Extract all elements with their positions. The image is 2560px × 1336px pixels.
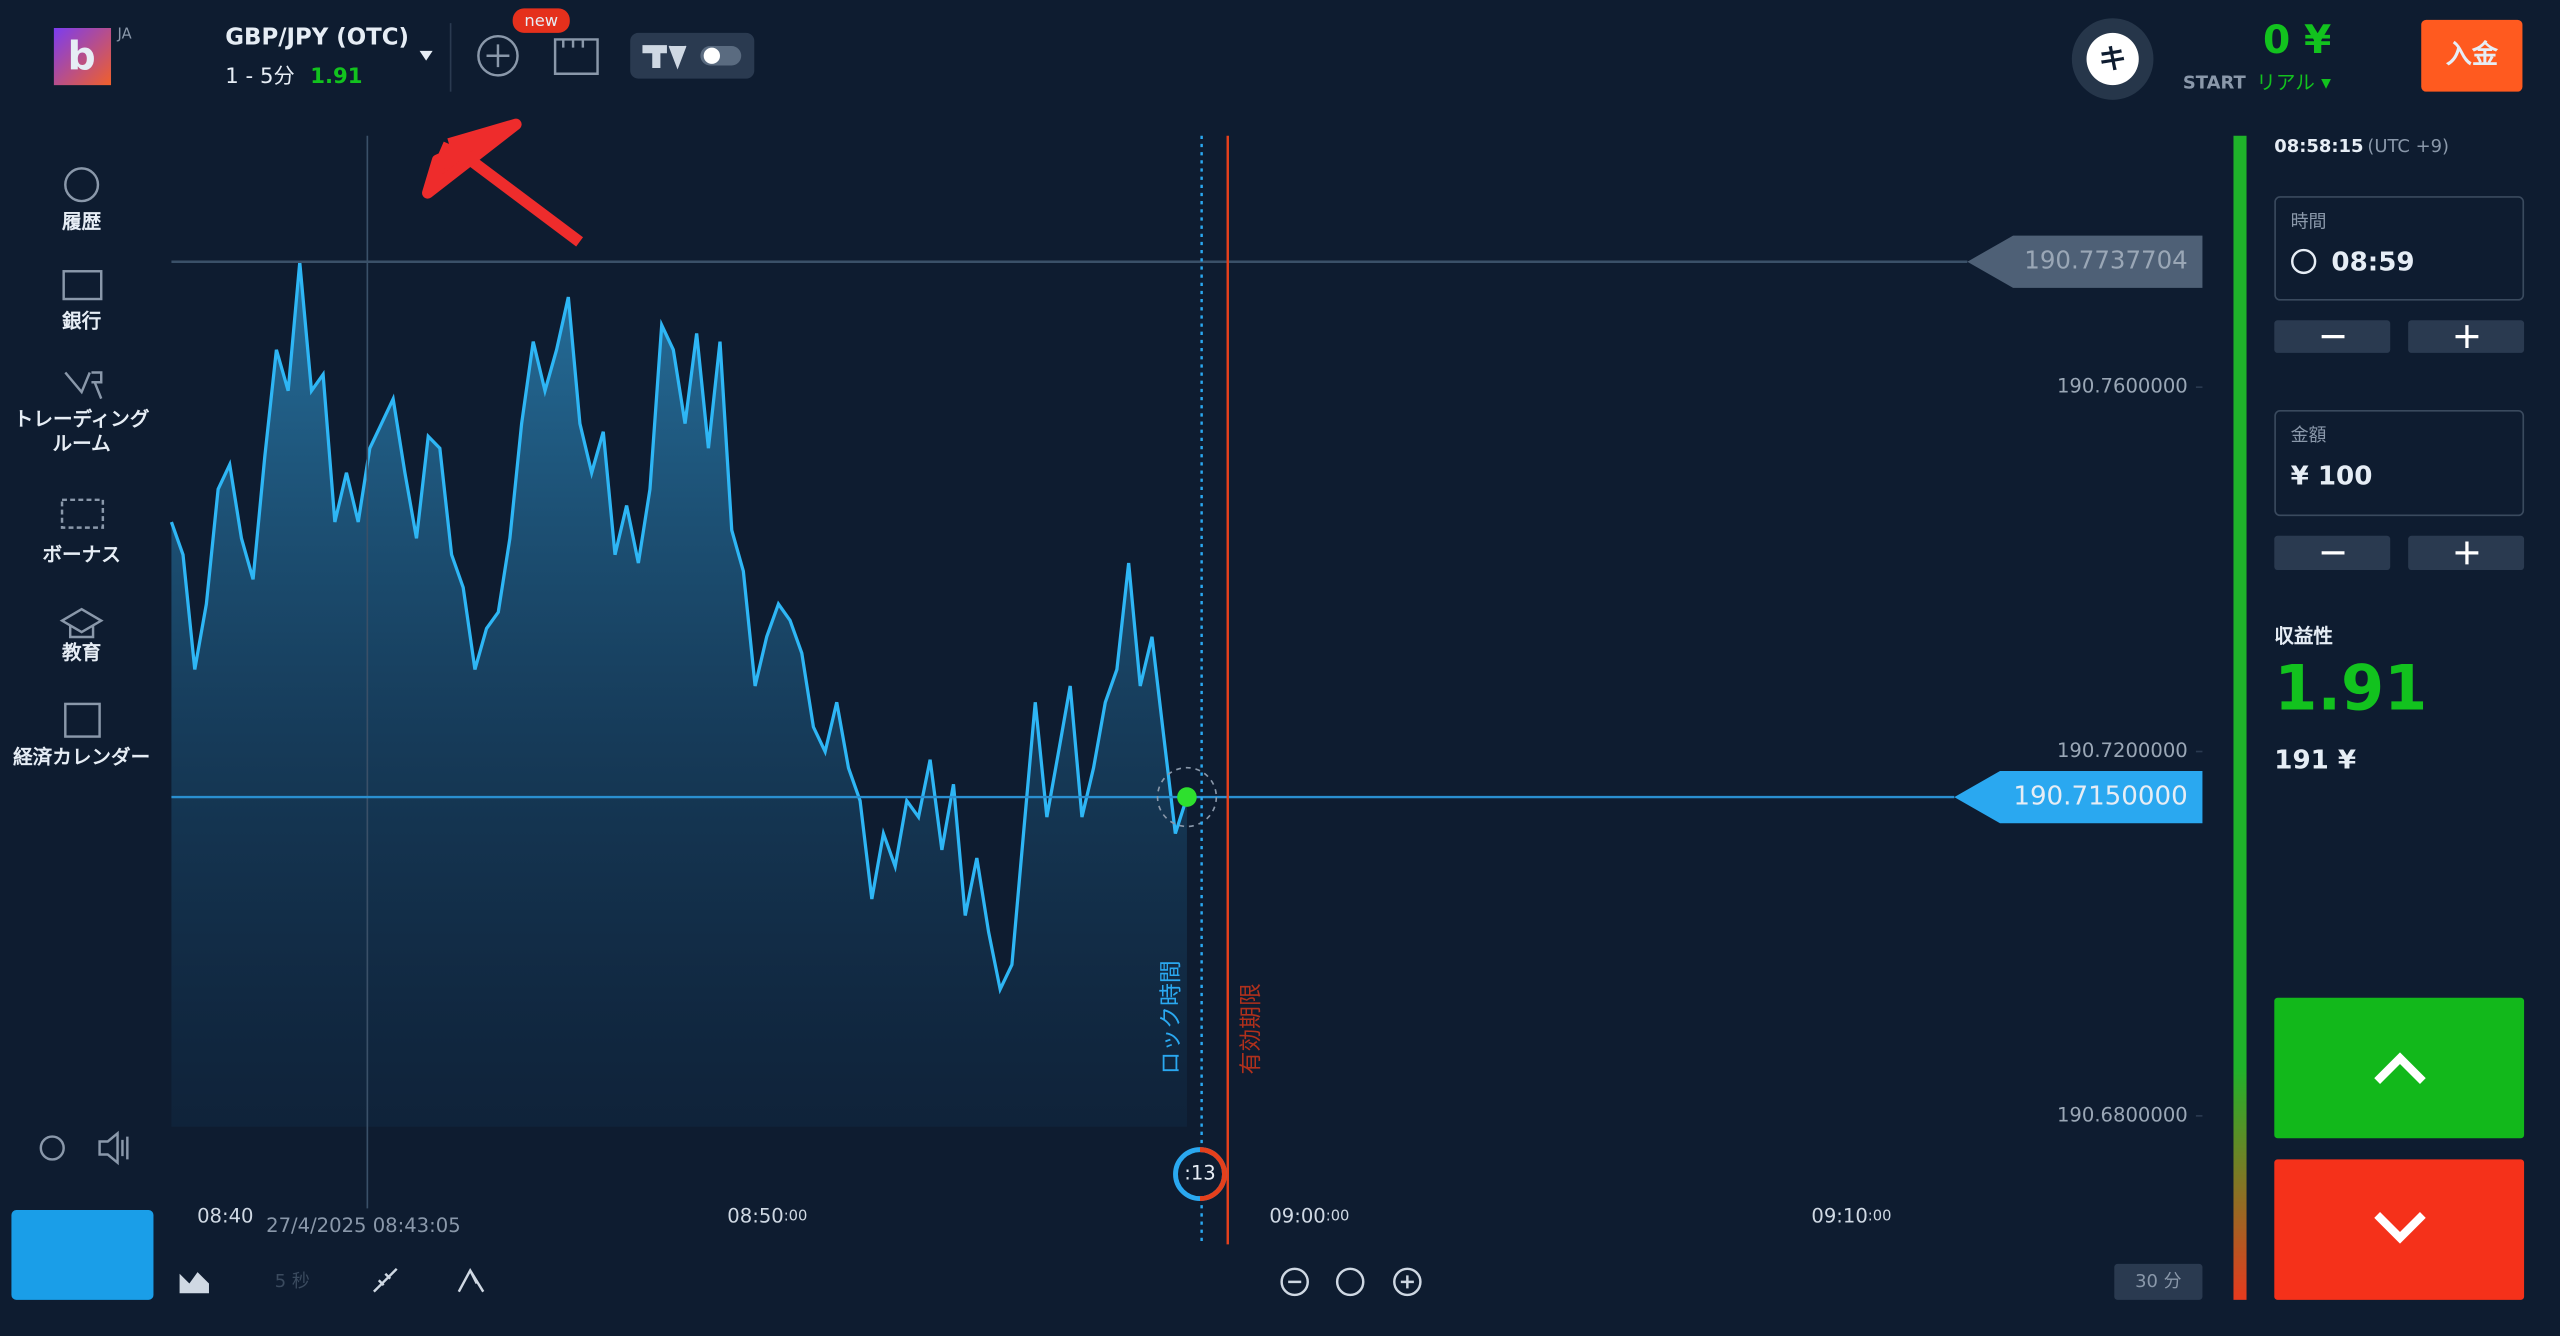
zoom-glyphs [1288,1275,1414,1289]
x-tick-hm: 08:50 [727,1204,783,1227]
interval[interactable]: 5 秒 [275,1271,310,1292]
sidebar-label[interactable]: 教育 [62,641,101,664]
amount-value: ¥ 100 [2291,461,2373,491]
x-tick-label: 09:00:00 [1269,1204,1349,1227]
calendar-icon[interactable] [64,702,101,738]
balance: 0 ¥ [2263,18,2331,63]
x-tick-label: 08:40 [197,1204,253,1227]
price-line [169,262,1189,995]
x-tick-hm: 09:00 [1269,1204,1325,1227]
y-tick-label: 190.6800000 [2057,1103,2188,1126]
x-tick-seconds: :00 [1868,1208,1892,1225]
chart-type-icon[interactable] [179,1272,209,1294]
lock-label: ロック時間 [1159,960,1185,1074]
trading-room-icon[interactable] [64,371,103,400]
toggle-knob [703,47,720,64]
clock: 08:58:15 [2274,136,2363,157]
up-chevron [2374,1052,2426,1084]
history-icon[interactable] [64,167,100,203]
zoom-box[interactable] [2114,1263,2203,1300]
avatar [2086,32,2139,86]
crosshair-label: 27/4/2025 08:43:05 [266,1214,461,1237]
dropdown-arrow[interactable] [419,50,433,61]
sidebar-label[interactable]: トレーディング [14,407,150,430]
deposit-button[interactable] [2421,19,2523,92]
account-type[interactable]: リアル ▾ [2256,71,2331,94]
avatar-text: キ [2099,43,2127,76]
sidebar-label[interactable]: 銀行 [62,309,102,332]
help-button[interactable] [11,1210,154,1300]
sentiment-bar [2233,135,2247,1300]
current-tag [1954,770,2203,824]
time-label: 時間 [2291,211,2327,232]
bonus-icon[interactable] [60,498,105,529]
timezone: (UTC +9) [2367,136,2449,157]
language[interactable]: JA [117,26,132,43]
price-area [171,262,1187,1127]
time-value: 08:59 [2331,248,2414,278]
current-label: 190.7150000 [2013,782,2187,812]
profit-rate: 1.91 [2274,652,2427,725]
amount-label: 金額 [2291,425,2327,446]
x-tick-hm: 09:10 [1811,1204,1867,1227]
clock-icon [2291,248,2317,275]
x-tick-hm: 08:40 [197,1204,253,1227]
stepper-glyphs [2321,325,2479,565]
countdown-arc [1199,1147,1227,1202]
zoom-out[interactable] [1280,1267,1309,1297]
duration: 1 - 5分 [225,64,294,89]
x-tick-seconds: :00 [1326,1208,1350,1225]
settings-icon[interactable] [39,1135,65,1161]
layout-icon[interactable] [553,38,599,75]
y-tick-label: 190.7600000 [2057,375,2188,398]
sidebar-label[interactable]: ボーナス [42,543,120,566]
tv-logo [642,45,687,70]
deposit-text[interactable]: 入金 [2446,39,2499,70]
profit-label: 収益性 [2274,624,2333,647]
sidebar-label[interactable]: 履歴 [62,210,102,233]
expiry-label: 有効期限 [1239,983,1265,1075]
payout: 1.91 [310,64,362,89]
current-ring [1156,766,1218,828]
zoom-in[interactable] [1393,1267,1422,1297]
sidebar-label[interactable]: ルーム [53,432,111,455]
zoom-level[interactable]: 30 分 [2135,1271,2182,1292]
ruler-icon[interactable] [373,1267,398,1293]
account-mode: START [2183,73,2247,94]
current-dot [1177,787,1197,807]
max-tag [1967,235,2203,288]
y-tick-label: 190.7200000 [2057,739,2188,762]
drawing-icon[interactable] [457,1267,485,1293]
price-chart: 190.6800000 190.7200000 190.7600000 27/4/20… [169,135,2203,1245]
x-tick-seconds: :00 [784,1208,808,1225]
zoom-reset[interactable] [1335,1267,1365,1297]
countdown: :13 [1184,1162,1216,1185]
x-tick-label: 08:50:00 [727,1204,807,1227]
max-label: 190.7737704 [2024,246,2187,275]
sound-icon[interactable] [98,1130,129,1166]
new-badge [512,8,570,33]
sidebar-label[interactable]: 経済カレンダー [13,745,150,768]
logo[interactable] [53,28,112,86]
profit-amount: 191 ¥ [2274,746,2356,776]
call-button[interactable] [2274,997,2525,1139]
plus-icon [486,44,510,68]
time-box[interactable] [2274,196,2525,301]
annotation-arrow [422,118,584,247]
down-chevron [2374,1212,2426,1244]
add-chart-button[interactable] [477,34,519,77]
tv-toggle[interactable] [630,32,755,79]
asset-name[interactable]: GBP/JPY (OTC) [225,24,409,50]
sidebar-icons [39,167,129,1166]
amount-box[interactable] [2274,410,2525,517]
x-tick-label: 09:10:00 [1811,1204,1891,1227]
education-icon[interactable] [59,607,104,639]
put-button[interactable] [2274,1159,2525,1300]
new-badge-text: new [524,11,558,30]
bank-icon[interactable] [62,270,103,301]
logo-letter: b [68,35,96,80]
